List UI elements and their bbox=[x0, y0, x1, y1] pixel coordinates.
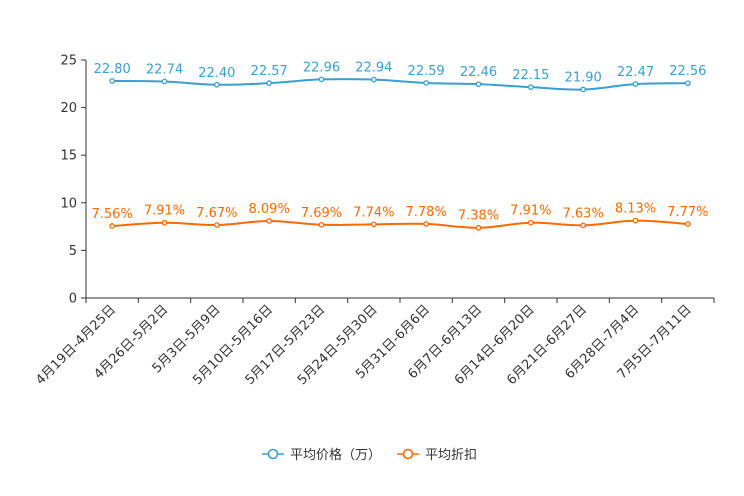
data-point[interactable] bbox=[213, 222, 220, 228]
data-point[interactable] bbox=[318, 221, 325, 228]
data-label: 22.94 bbox=[355, 61, 392, 76]
data-point[interactable] bbox=[318, 76, 325, 83]
data-point[interactable] bbox=[632, 217, 639, 224]
data-label: 22.57 bbox=[251, 64, 288, 79]
y-tick-label: 25 bbox=[60, 54, 77, 69]
data-label: 22.59 bbox=[408, 64, 445, 79]
data-label: 22.96 bbox=[303, 60, 340, 75]
data-point[interactable] bbox=[266, 218, 273, 224]
data-point[interactable] bbox=[213, 81, 220, 88]
data-label: 8.13% bbox=[615, 202, 656, 217]
data-label: 7.38% bbox=[458, 209, 499, 224]
data-label: 7.56% bbox=[92, 207, 133, 222]
data-point[interactable] bbox=[527, 84, 534, 90]
data-label: 8.09% bbox=[249, 202, 290, 217]
series-line bbox=[112, 78, 688, 91]
data-point[interactable] bbox=[684, 221, 691, 227]
legend: 平均价格（万） 平均折扣 bbox=[262, 447, 477, 463]
legend-marker-icon bbox=[402, 448, 414, 460]
axes: 05101520254月19日-4月25日4月26日-5月2日5月3日-5月9日… bbox=[33, 54, 715, 388]
data-label: 7.63% bbox=[563, 206, 604, 221]
y-tick-label: 5 bbox=[69, 244, 77, 259]
data-point[interactable] bbox=[580, 86, 587, 93]
y-tick-label: 0 bbox=[69, 292, 77, 307]
data-point[interactable] bbox=[109, 223, 116, 229]
series-2: 7.56% 7.91% 7.67% 8.09% 7.69% 7.74% 7.78% 7.38%… bbox=[92, 202, 708, 231]
data-point[interactable] bbox=[632, 81, 639, 87]
data-point[interactable] bbox=[684, 80, 691, 87]
data-label: 7.91% bbox=[144, 204, 185, 219]
y-tick-label: 10 bbox=[60, 196, 77, 211]
data-point[interactable] bbox=[423, 221, 430, 227]
data-point[interactable] bbox=[475, 81, 482, 88]
data-point[interactable] bbox=[161, 78, 168, 85]
legend-item-2[interactable]: 平均折扣 bbox=[397, 448, 477, 463]
data-label: 22.80 bbox=[94, 62, 131, 77]
data-point[interactable] bbox=[370, 221, 377, 228]
data-point[interactable] bbox=[580, 222, 587, 229]
legend-label: 平均折扣 bbox=[425, 448, 477, 463]
legend-item-1[interactable]: 平均价格（万） bbox=[262, 447, 381, 463]
data-point[interactable] bbox=[423, 80, 430, 86]
data-point[interactable] bbox=[109, 78, 116, 84]
legend-marker-icon bbox=[267, 448, 279, 460]
data-point[interactable] bbox=[161, 219, 168, 226]
data-label: 21.90 bbox=[565, 71, 602, 86]
y-tick-label: 15 bbox=[60, 149, 77, 164]
data-label: 7.69% bbox=[301, 206, 342, 221]
data-label: 22.47 bbox=[617, 65, 654, 80]
data-label: 7.77% bbox=[667, 205, 708, 220]
series-layer: 22.80 22.74 22.40 22.57 22.96 22.94 22.59 22.46… bbox=[92, 60, 708, 231]
legend-label: 平均价格（万） bbox=[290, 447, 381, 463]
series-1: 22.80 22.74 22.40 22.57 22.96 22.94 22.59 22.46… bbox=[94, 60, 706, 93]
data-point[interactable] bbox=[475, 224, 482, 231]
data-point[interactable] bbox=[527, 219, 534, 226]
data-label: 7.91% bbox=[510, 204, 551, 219]
data-label: 7.67% bbox=[196, 206, 237, 221]
data-point[interactable] bbox=[266, 80, 273, 86]
data-label: 7.74% bbox=[353, 205, 394, 220]
data-label: 22.15 bbox=[512, 68, 549, 83]
series-line bbox=[112, 219, 688, 229]
data-label: 22.46 bbox=[460, 65, 497, 80]
data-point[interactable] bbox=[370, 76, 377, 83]
data-label: 7.78% bbox=[406, 205, 447, 220]
data-label: 22.40 bbox=[198, 66, 235, 81]
y-tick-label: 20 bbox=[60, 101, 77, 116]
data-label: 22.74 bbox=[146, 63, 183, 78]
data-label: 22.56 bbox=[669, 64, 706, 79]
